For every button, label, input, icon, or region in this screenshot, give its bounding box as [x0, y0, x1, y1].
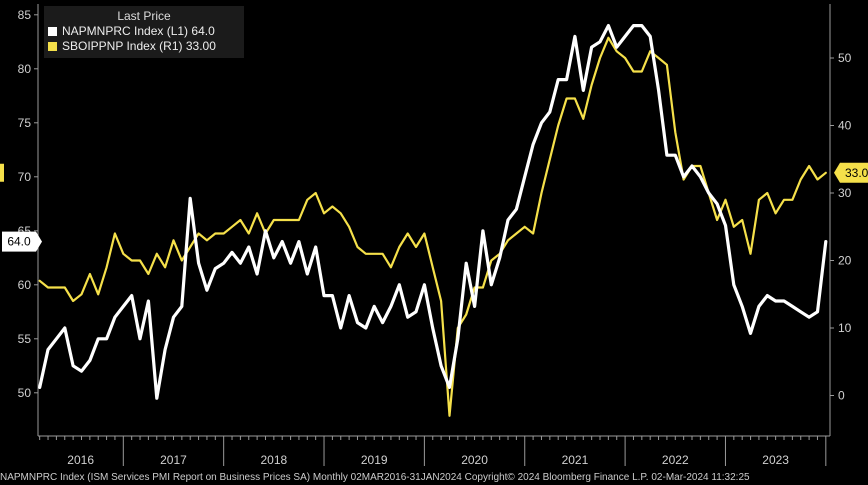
- right-last-value-box: [840, 162, 868, 183]
- x-tick-label: 2017: [160, 453, 187, 467]
- x-tick-label: 2023: [762, 453, 789, 467]
- right-tick-label: 40: [838, 119, 852, 133]
- napmnprc-line: [38, 24, 828, 400]
- left-tick-label: 55: [18, 332, 32, 346]
- left-tick-label: 50: [18, 386, 32, 400]
- right-tick-label: 20: [838, 254, 852, 268]
- last-value-labels: 64.0 33.00: [0, 162, 868, 252]
- legend-item-napmnprc: NAPMNPRC Index (L1) 64.0: [44, 24, 244, 39]
- x-tick-label: 2021: [562, 453, 589, 467]
- legend-item-sboippnp: SBOIPPNP Index (R1) 33.00: [44, 39, 244, 54]
- right-tick-label: 0: [838, 389, 845, 403]
- x-tick-label: 2018: [260, 453, 287, 467]
- left-tick-label: 75: [18, 116, 32, 130]
- legend-value: 64.0: [191, 24, 215, 38]
- grid: [39, 436, 827, 466]
- left-last-value-label: 64.0: [7, 235, 31, 249]
- left-tick-label: 85: [18, 8, 32, 22]
- series-lines: [38, 24, 828, 417]
- legend-swatch-yellow: [48, 42, 57, 51]
- footer-source: NAPMNPRC Index (ISM Services PMI Report …: [0, 472, 750, 483]
- sboippnp-line: [38, 36, 827, 417]
- legend-label: NAPMNPRC Index (L1): [62, 24, 189, 38]
- legend-value: 33.00: [185, 39, 216, 53]
- right-tick-label: 10: [838, 321, 852, 335]
- right-last-value-label: 33.00: [845, 166, 868, 180]
- legend: Last Price NAPMNPRC Index (L1) 64.0 SBOI…: [44, 6, 244, 58]
- legend-swatch-white: [48, 27, 57, 36]
- legend-header: Last Price: [117, 9, 171, 23]
- legend-label: SBOIPPNP Index (R1): [62, 39, 183, 53]
- left-last-value-arrow: [36, 231, 42, 252]
- left-edge-yellow-marker: [0, 163, 4, 182]
- x-tick-label: 2022: [662, 453, 689, 467]
- left-last-value-box: [2, 231, 36, 252]
- left-tick-label: 70: [18, 170, 32, 184]
- right-last-value-arrow: [834, 162, 840, 183]
- left-tick-label: 80: [18, 62, 32, 76]
- x-tick-label: 2020: [461, 453, 488, 467]
- right-tick-label: 50: [838, 51, 852, 65]
- left-tick-label: 60: [18, 278, 32, 292]
- x-tick-label: 2016: [67, 453, 94, 467]
- x-tick-label: 2019: [361, 453, 388, 467]
- right-tick-label: 30: [838, 186, 852, 200]
